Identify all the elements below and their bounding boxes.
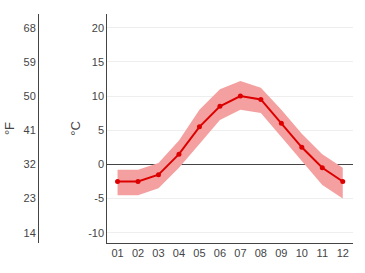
svg-text:°C: °C	[68, 121, 83, 136]
svg-text:05: 05	[193, 247, 205, 259]
svg-text:14: 14	[24, 227, 36, 239]
svg-text:68: 68	[24, 22, 36, 34]
svg-text:03: 03	[152, 247, 164, 259]
svg-text:06: 06	[214, 247, 226, 259]
svg-text:23: 23	[24, 192, 36, 204]
svg-text:5: 5	[98, 124, 104, 136]
svg-text:07: 07	[234, 247, 246, 259]
svg-text:11: 11	[317, 247, 328, 259]
svg-text:°F: °F	[2, 122, 17, 135]
svg-text:04: 04	[173, 247, 185, 259]
svg-text:20: 20	[92, 22, 104, 34]
svg-text:50: 50	[24, 90, 36, 102]
svg-text:41: 41	[24, 124, 36, 136]
svg-text:08: 08	[255, 247, 267, 259]
svg-text:12: 12	[337, 247, 349, 259]
svg-text:32: 32	[24, 158, 36, 170]
svg-text:02: 02	[132, 247, 144, 259]
svg-text:10: 10	[296, 247, 308, 259]
svg-text:59: 59	[24, 56, 36, 68]
svg-text:-10: -10	[88, 227, 104, 239]
svg-text:10: 10	[92, 90, 104, 102]
svg-text:01: 01	[111, 247, 123, 259]
svg-text:15: 15	[92, 56, 104, 68]
svg-text:-5: -5	[94, 192, 104, 204]
svg-text:09: 09	[275, 247, 287, 259]
svg-text:0: 0	[98, 158, 104, 170]
